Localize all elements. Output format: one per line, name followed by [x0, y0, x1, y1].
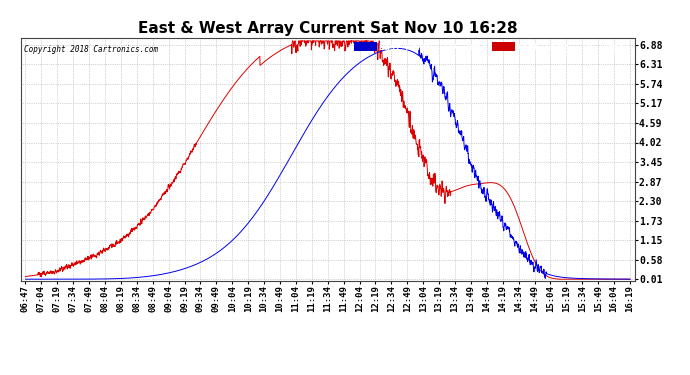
Text: Copyright 2018 Cartronics.com: Copyright 2018 Cartronics.com	[23, 45, 158, 54]
Title: East & West Array Current Sat Nov 10 16:28: East & West Array Current Sat Nov 10 16:…	[138, 21, 518, 36]
Legend: East Array  (DC Amps), West Array  (DC Amps): East Array (DC Amps), West Array (DC Amp…	[354, 42, 630, 52]
